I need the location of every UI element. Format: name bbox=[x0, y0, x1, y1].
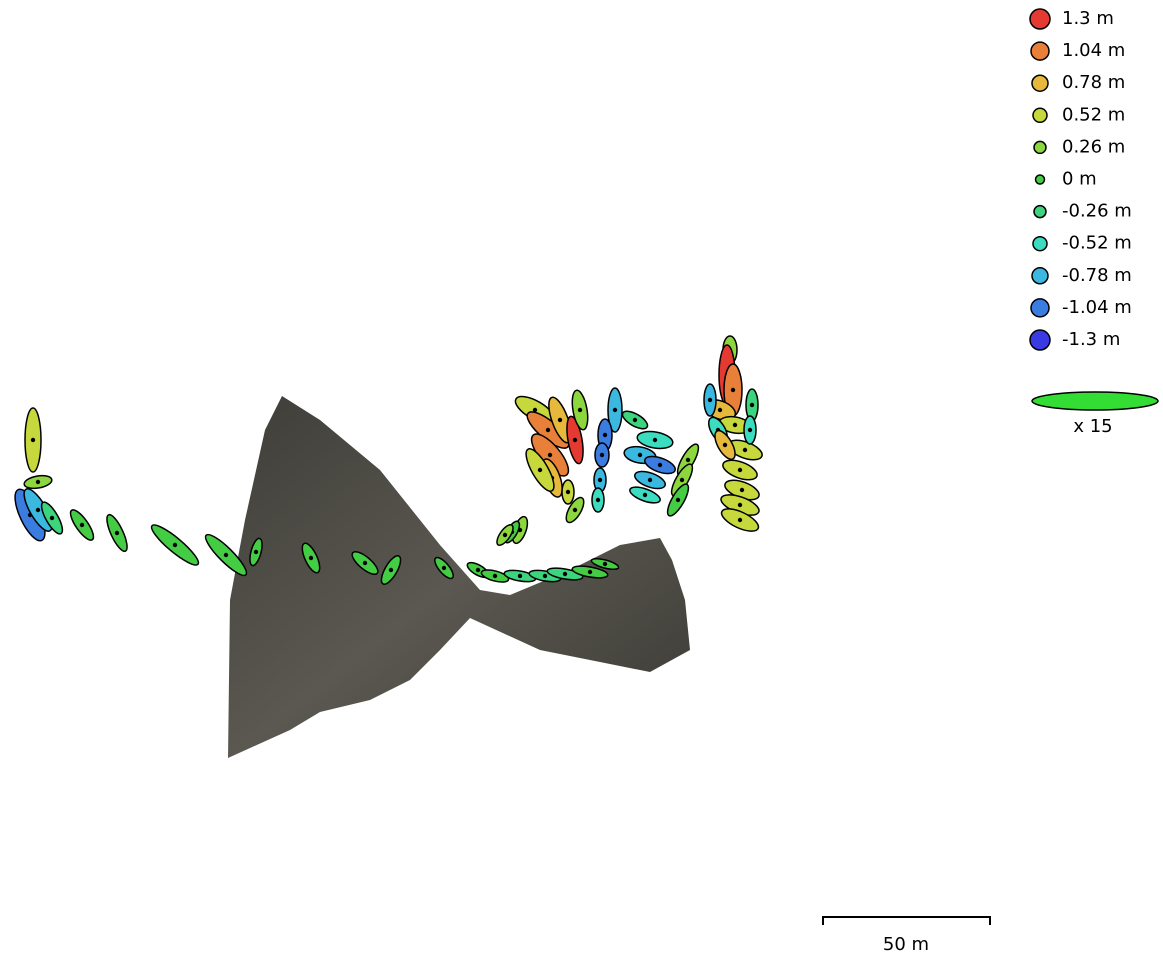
scale-ellipse bbox=[1032, 392, 1158, 410]
camera-center bbox=[578, 408, 582, 412]
camera-center bbox=[389, 568, 393, 572]
camera-center bbox=[573, 438, 577, 442]
legend-label: -0.78 m bbox=[1062, 265, 1132, 286]
legend-label: -0.52 m bbox=[1062, 233, 1132, 254]
camera-center bbox=[733, 423, 737, 427]
legend-marker bbox=[1030, 330, 1050, 350]
legend-label: 0 m bbox=[1062, 169, 1097, 190]
scale-bar-label: 50 m bbox=[883, 934, 929, 955]
camera-center bbox=[36, 480, 40, 484]
camera-center bbox=[750, 403, 754, 407]
camera-center bbox=[115, 531, 119, 535]
legend-label: 1.3 m bbox=[1062, 8, 1114, 29]
camera-center bbox=[648, 478, 652, 482]
legend-marker bbox=[1032, 75, 1048, 91]
camera-center bbox=[224, 553, 228, 557]
camera-center bbox=[600, 453, 604, 457]
legend-marker bbox=[1031, 299, 1049, 317]
terrain bbox=[228, 396, 690, 758]
legend: 1.3 m 1.04 m 0.78 m 0.52 m 0.26 m 0 m -0.26 m -… bbox=[1030, 8, 1132, 350]
camera-center bbox=[573, 508, 577, 512]
camera-center bbox=[254, 550, 258, 554]
camera-center bbox=[493, 574, 497, 578]
camera-center bbox=[588, 570, 592, 574]
camera-center bbox=[363, 561, 367, 565]
legend-marker bbox=[1034, 141, 1046, 153]
camera-center bbox=[476, 568, 480, 572]
camera-center bbox=[538, 468, 542, 472]
camera-center bbox=[653, 438, 657, 442]
legend-label: 0.52 m bbox=[1062, 104, 1125, 125]
camera-center bbox=[50, 516, 54, 520]
legend-marker bbox=[1031, 42, 1049, 60]
legend-marker bbox=[1030, 9, 1050, 29]
camera-center bbox=[643, 493, 647, 497]
camera-center bbox=[80, 523, 84, 527]
camera-center bbox=[738, 503, 742, 507]
camera-center bbox=[543, 574, 547, 578]
camera-center bbox=[442, 566, 446, 570]
camera-center bbox=[613, 408, 617, 412]
scale-bar bbox=[823, 917, 990, 925]
camera-center bbox=[598, 478, 602, 482]
camera-center bbox=[708, 398, 712, 402]
camera-center bbox=[173, 543, 177, 547]
legend-label: 1.04 m bbox=[1062, 40, 1125, 61]
camera-center bbox=[658, 463, 662, 467]
camera-center bbox=[748, 428, 752, 432]
camera-center bbox=[503, 533, 507, 537]
camera-center bbox=[731, 388, 735, 392]
legend-label: -0.26 m bbox=[1062, 201, 1132, 222]
legend-marker bbox=[1034, 206, 1046, 218]
camera-center bbox=[31, 438, 35, 442]
camera-center bbox=[718, 408, 722, 412]
camera-center bbox=[638, 453, 642, 457]
legend-label: -1.3 m bbox=[1062, 329, 1120, 350]
camera-center bbox=[633, 418, 637, 422]
legend-marker bbox=[1033, 237, 1047, 251]
camera-center bbox=[309, 556, 313, 560]
scale-ellipse-label: x 15 bbox=[1073, 416, 1112, 437]
legend-label: -1.04 m bbox=[1062, 297, 1132, 318]
camera-center bbox=[738, 518, 742, 522]
camera-center bbox=[518, 574, 522, 578]
camera-center bbox=[680, 478, 684, 482]
camera-center bbox=[546, 428, 550, 432]
camera-center bbox=[596, 498, 600, 502]
legend-marker bbox=[1032, 268, 1048, 284]
camera-center bbox=[740, 488, 744, 492]
camera-center bbox=[676, 498, 680, 502]
legend-marker bbox=[1036, 175, 1045, 184]
camera-center bbox=[743, 448, 747, 452]
camera-center bbox=[738, 468, 742, 472]
camera-center bbox=[563, 572, 567, 576]
camera-center bbox=[566, 490, 570, 494]
camera-center bbox=[558, 418, 562, 422]
camera-center bbox=[36, 508, 40, 512]
legend-label: 0.26 m bbox=[1062, 136, 1125, 157]
legend-label: 0.78 m bbox=[1062, 72, 1125, 93]
camera-center bbox=[603, 433, 607, 437]
legend-marker bbox=[1033, 108, 1047, 122]
camera-center bbox=[603, 562, 607, 566]
camera-center bbox=[548, 453, 552, 457]
camera-error-map: 1.3 m 1.04 m 0.78 m 0.52 m 0.26 m 0 m -0.26 m -… bbox=[0, 0, 1163, 959]
camera-center bbox=[723, 443, 727, 447]
camera-center bbox=[686, 458, 690, 462]
